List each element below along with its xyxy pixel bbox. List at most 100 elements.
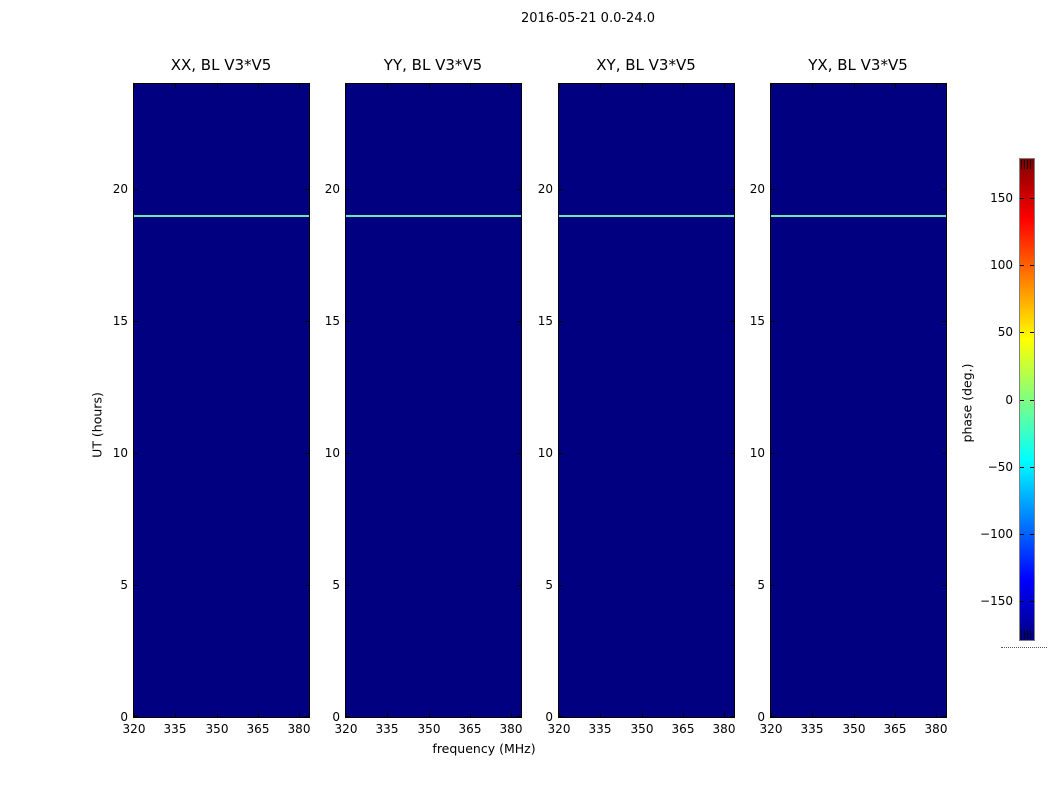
heatmap-panel-yy xyxy=(345,83,522,718)
x-tick xyxy=(217,713,218,717)
x-tick xyxy=(299,84,300,88)
x-tick xyxy=(683,84,684,88)
y-tick xyxy=(942,716,946,717)
x-tick xyxy=(683,713,684,717)
feature-line xyxy=(771,215,946,217)
colorbar-tick xyxy=(1020,534,1024,535)
x-tick-label: 335 xyxy=(800,722,824,736)
x-tick xyxy=(771,84,772,88)
x-tick-label: 350 xyxy=(630,722,654,736)
heatmap-panel-xx xyxy=(133,83,310,718)
x-tick-label: 365 xyxy=(246,722,270,736)
x-tick xyxy=(895,713,896,717)
x-tick xyxy=(724,713,725,717)
y-tick-label: 10 xyxy=(537,446,553,460)
y-tick-label: 20 xyxy=(537,182,553,196)
y-tick xyxy=(305,321,309,322)
x-tick xyxy=(559,713,560,717)
x-tick xyxy=(854,713,855,717)
x-tick xyxy=(346,84,347,88)
y-tick-label: 10 xyxy=(324,446,340,460)
y-tick-label: 15 xyxy=(537,314,553,328)
y-tick xyxy=(346,189,350,190)
y-tick xyxy=(942,189,946,190)
feature-line xyxy=(134,215,309,217)
y-tick xyxy=(559,189,563,190)
y-tick-label: 20 xyxy=(324,182,340,196)
panel-title-xy: XY, BL V3*V5 xyxy=(596,56,696,74)
x-tick xyxy=(600,713,601,717)
y-tick-label: 0 xyxy=(545,710,553,724)
y-tick-label: 5 xyxy=(545,578,553,592)
x-tick xyxy=(642,84,643,88)
x-tick-label: 350 xyxy=(842,722,866,736)
y-tick xyxy=(134,716,138,717)
y-tick xyxy=(771,716,775,717)
colorbar-tick xyxy=(1020,601,1024,602)
x-tick-label: 320 xyxy=(122,722,146,736)
y-tick xyxy=(134,321,138,322)
y-tick xyxy=(730,716,734,717)
colorbar-tick-label: −100 xyxy=(980,527,1013,541)
y-tick xyxy=(517,453,521,454)
colorbar-top-hatch xyxy=(1021,160,1033,169)
y-tick-label: 5 xyxy=(332,578,340,592)
y-tick xyxy=(346,585,350,586)
panel-title-yx: YX, BL V3*V5 xyxy=(808,56,908,74)
x-tick xyxy=(470,713,471,717)
x-tick-label: 335 xyxy=(163,722,187,736)
colorbar-tick xyxy=(1020,332,1024,333)
x-tick-label: 320 xyxy=(334,722,358,736)
x-tick xyxy=(258,713,259,717)
y-tick-label: 0 xyxy=(332,710,340,724)
colorbar-tick xyxy=(1030,400,1034,401)
x-tick xyxy=(217,84,218,88)
x-tick xyxy=(936,84,937,88)
x-tick-label: 335 xyxy=(588,722,612,736)
y-tick xyxy=(730,585,734,586)
colorbar-tick xyxy=(1030,198,1034,199)
x-tick xyxy=(429,713,430,717)
colorbar-tick-label: 50 xyxy=(997,325,1013,339)
colorbar-bottom-hatch xyxy=(1021,630,1033,639)
y-tick xyxy=(346,321,350,322)
x-tick xyxy=(854,84,855,88)
x-tick xyxy=(470,84,471,88)
x-tick-label: 380 xyxy=(499,722,523,736)
y-tick-label: 20 xyxy=(749,182,765,196)
x-tick xyxy=(175,84,176,88)
x-tick xyxy=(258,84,259,88)
colorbar-tick-label: 150 xyxy=(990,191,1013,205)
x-tick xyxy=(936,713,937,717)
y-tick xyxy=(942,453,946,454)
y-tick xyxy=(517,716,521,717)
y-tick-label: 0 xyxy=(757,710,765,724)
y-tick xyxy=(559,716,563,717)
colorbar-tick xyxy=(1020,198,1024,199)
colorbar-tick xyxy=(1020,265,1024,266)
y-tick xyxy=(134,453,138,454)
y-tick-label: 15 xyxy=(112,314,128,328)
x-axis-label: frequency (MHz) xyxy=(432,741,536,756)
y-tick xyxy=(942,585,946,586)
x-tick xyxy=(429,84,430,88)
y-tick xyxy=(559,321,563,322)
x-tick-label: 320 xyxy=(547,722,571,736)
y-tick-label: 5 xyxy=(120,578,128,592)
panel-title-yy: YY, BL V3*V5 xyxy=(383,56,483,74)
y-tick-label: 10 xyxy=(749,446,765,460)
colorbar xyxy=(1019,158,1035,641)
y-tick xyxy=(771,189,775,190)
y-tick-label: 0 xyxy=(120,710,128,724)
y-tick xyxy=(559,585,563,586)
x-tick xyxy=(600,84,601,88)
y-tick xyxy=(346,453,350,454)
x-tick xyxy=(511,84,512,88)
y-tick xyxy=(730,453,734,454)
y-tick xyxy=(305,453,309,454)
x-tick-label: 335 xyxy=(375,722,399,736)
colorbar-tick xyxy=(1030,265,1034,266)
y-axis-label: UT (hours) xyxy=(89,392,105,458)
colorbar-tick-label: 0 xyxy=(1005,393,1013,407)
